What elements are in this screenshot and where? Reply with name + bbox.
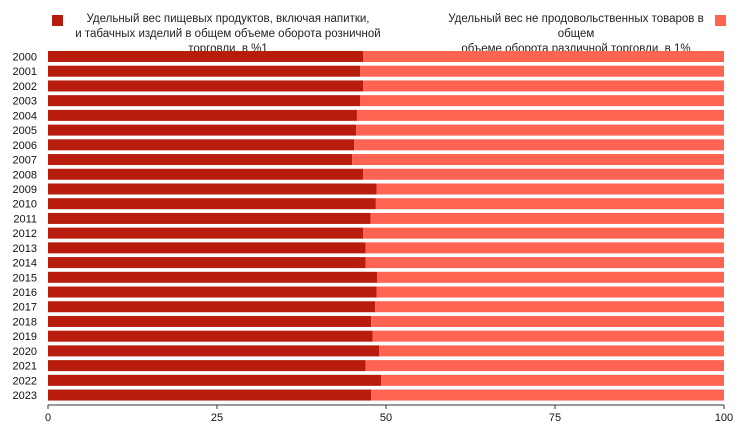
bar-nonfood[interactable] (381, 374, 724, 386)
bar-food[interactable] (48, 109, 357, 121)
y-tick-label: 2003 (13, 96, 37, 108)
y-tick-label: 2014 (13, 258, 37, 270)
x-tick-label: 50 (380, 412, 392, 424)
x-tick-label: 100 (715, 412, 733, 424)
bar-food[interactable] (48, 212, 371, 224)
bar-nonfood[interactable] (375, 198, 724, 210)
bar-nonfood[interactable] (356, 109, 724, 121)
legend-swatch-nonfood (715, 15, 726, 26)
y-tick-label: 2011 (13, 213, 37, 225)
bar-nonfood[interactable] (376, 286, 724, 298)
y-tick-label: 2023 (13, 390, 37, 402)
bar-food[interactable] (48, 154, 353, 166)
y-tick-label: 2001 (13, 66, 37, 78)
bar-nonfood[interactable] (365, 257, 724, 269)
bar-nonfood[interactable] (379, 345, 724, 357)
y-tick-label: 2016 (13, 287, 37, 299)
y-tick-label: 2006 (13, 140, 37, 152)
bar-nonfood[interactable] (363, 168, 724, 180)
bar-food[interactable] (48, 374, 382, 386)
legend-label-food-line1: Удельный вес пищевых продуктов, включая … (86, 13, 370, 25)
bar-food[interactable] (48, 315, 372, 327)
x-tick-label: 25 (211, 412, 223, 424)
bar-food[interactable] (48, 65, 361, 77)
x-tick-label: 0 (45, 412, 51, 424)
y-tick-label: 2020 (13, 346, 37, 358)
bar-nonfood[interactable] (371, 389, 724, 401)
bar-food[interactable] (48, 183, 377, 195)
bar-nonfood[interactable] (377, 271, 724, 283)
y-tick-label: 2002 (13, 81, 37, 93)
bar-food[interactable] (48, 301, 376, 313)
bar-nonfood[interactable] (356, 124, 724, 136)
y-tick-label: 2021 (13, 361, 37, 373)
bar-food[interactable] (48, 198, 376, 210)
bar-food[interactable] (48, 242, 366, 254)
bar-food[interactable] (48, 227, 364, 239)
legend-label-nonfood-line1: Удельный вес не продовольственных товаро… (448, 13, 704, 40)
bar-food[interactable] (48, 286, 377, 298)
bar-food[interactable] (48, 95, 361, 107)
bar-nonfood[interactable] (371, 315, 724, 327)
y-tick-label: 2018 (13, 316, 37, 328)
bar-nonfood[interactable] (363, 80, 724, 92)
y-tick-label: 2012 (13, 228, 37, 240)
y-tick-label: 2015 (13, 272, 37, 284)
y-tick-label: 2005 (13, 125, 37, 137)
bar-nonfood[interactable] (375, 301, 724, 313)
y-tick-label: 2017 (13, 302, 37, 314)
bar-food[interactable] (48, 139, 355, 151)
legend-swatch-food (52, 15, 63, 26)
bar-nonfood[interactable] (376, 183, 724, 195)
y-tick-label: 2010 (13, 199, 37, 211)
bar-food[interactable] (48, 330, 373, 342)
bar-nonfood[interactable] (365, 360, 724, 372)
bar-food[interactable] (48, 389, 372, 401)
bar-nonfood[interactable] (363, 227, 724, 239)
bar-nonfood[interactable] (363, 51, 724, 62)
bar-food[interactable] (48, 257, 366, 269)
y-tick-label: 2013 (13, 243, 37, 255)
y-tick-label: 2019 (13, 331, 37, 343)
bar-food[interactable] (48, 168, 364, 180)
bar-food[interactable] (48, 51, 364, 62)
y-tick-label: 2004 (13, 110, 37, 122)
x-tick-label: 75 (549, 412, 561, 424)
bar-food[interactable] (48, 271, 378, 283)
bar-food[interactable] (48, 80, 364, 92)
bar-nonfood[interactable] (352, 154, 724, 166)
y-tick-label: 2009 (13, 184, 37, 196)
bar-nonfood[interactable] (360, 95, 724, 107)
bar-food[interactable] (48, 345, 380, 357)
bar-nonfood[interactable] (360, 65, 724, 77)
y-tick-label: 2022 (13, 375, 37, 387)
y-tick-label: 2000 (13, 52, 37, 64)
y-tick-label: 2008 (13, 169, 37, 181)
bar-food[interactable] (48, 360, 366, 372)
bar-nonfood[interactable] (372, 330, 724, 342)
bar-food[interactable] (48, 124, 357, 136)
y-tick-label: 2007 (13, 155, 37, 167)
bar-nonfood[interactable] (354, 139, 724, 151)
bar-nonfood[interactable] (365, 242, 724, 254)
bar-nonfood[interactable] (370, 212, 724, 224)
